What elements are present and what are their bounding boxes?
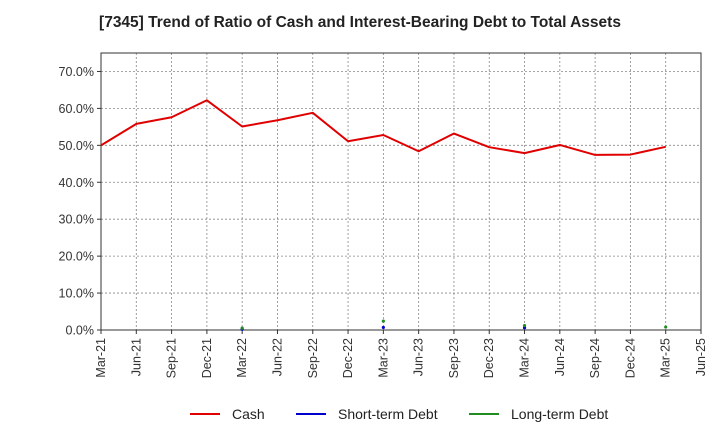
x-tick-label: Dec-24: [623, 338, 637, 378]
x-tick-label: Dec-21: [200, 338, 214, 378]
x-tick-label: Jun-23: [412, 338, 426, 376]
x-tick-label: Sep-21: [165, 338, 179, 378]
legend-label-long-term-debt: Long-term Debt: [511, 406, 608, 422]
series-layer: [100, 99, 668, 331]
data-point-long-term-debt: [664, 325, 668, 329]
x-tick-label: Mar-25: [659, 338, 673, 378]
x-tick-label: Mar-24: [518, 338, 532, 378]
y-tick-label: 60.0%: [59, 102, 94, 116]
legend-label-short-term-debt: Short-term Debt: [338, 406, 438, 422]
data-point-short-term-debt: [381, 325, 385, 330]
y-tick-label: 20.0%: [59, 250, 94, 264]
grid-lines: [100, 53, 702, 331]
x-tick-label: Jun-24: [553, 338, 567, 376]
legend-label-cash: Cash: [232, 406, 265, 422]
legend: Cash Short-term Debt Long-term Debt: [190, 406, 608, 422]
y-tick-label: 70.0%: [59, 65, 94, 79]
x-axis: Mar-21 Jun-21 Sep-21 Dec-21 Mar-22 Jun-22 Sep-…: [94, 330, 708, 378]
data-point-long-term-debt: [240, 326, 244, 330]
y-tick-label: 30.0%: [59, 213, 94, 227]
data-point-long-term-debt: [522, 323, 527, 328]
data-point-long-term-debt: [381, 319, 385, 323]
chart-title: [7345] Trend of Ratio of Cash and Intere…: [99, 14, 621, 31]
x-tick-label: Jun-22: [270, 338, 284, 376]
x-tick-label: Dec-22: [341, 338, 355, 378]
x-tick-label: Mar-21: [94, 338, 108, 378]
x-tick-label: Sep-22: [306, 338, 320, 378]
data-point-short-term-debt: [522, 326, 527, 330]
y-tick-label: 10.0%: [59, 287, 94, 301]
y-tick-label: 40.0%: [59, 176, 94, 190]
x-tick-label: Mar-23: [376, 338, 390, 378]
x-tick-label: Dec-23: [482, 338, 496, 378]
x-tick-label: Jun-25: [694, 338, 708, 376]
x-tick-label: Sep-24: [588, 338, 602, 378]
x-tick-label: Jun-21: [129, 338, 143, 376]
y-tick-label: 0.0%: [66, 324, 95, 338]
y-tick-label: 50.0%: [59, 139, 94, 153]
x-tick-label: Sep-23: [447, 338, 461, 378]
y-axis: 0.0% 10.0% 20.0% 30.0% 40.0% 50.0% 60.0% 70.0%: [59, 65, 101, 338]
plot-frame: [100, 52, 702, 331]
x-tick-label: Mar-22: [235, 338, 249, 378]
